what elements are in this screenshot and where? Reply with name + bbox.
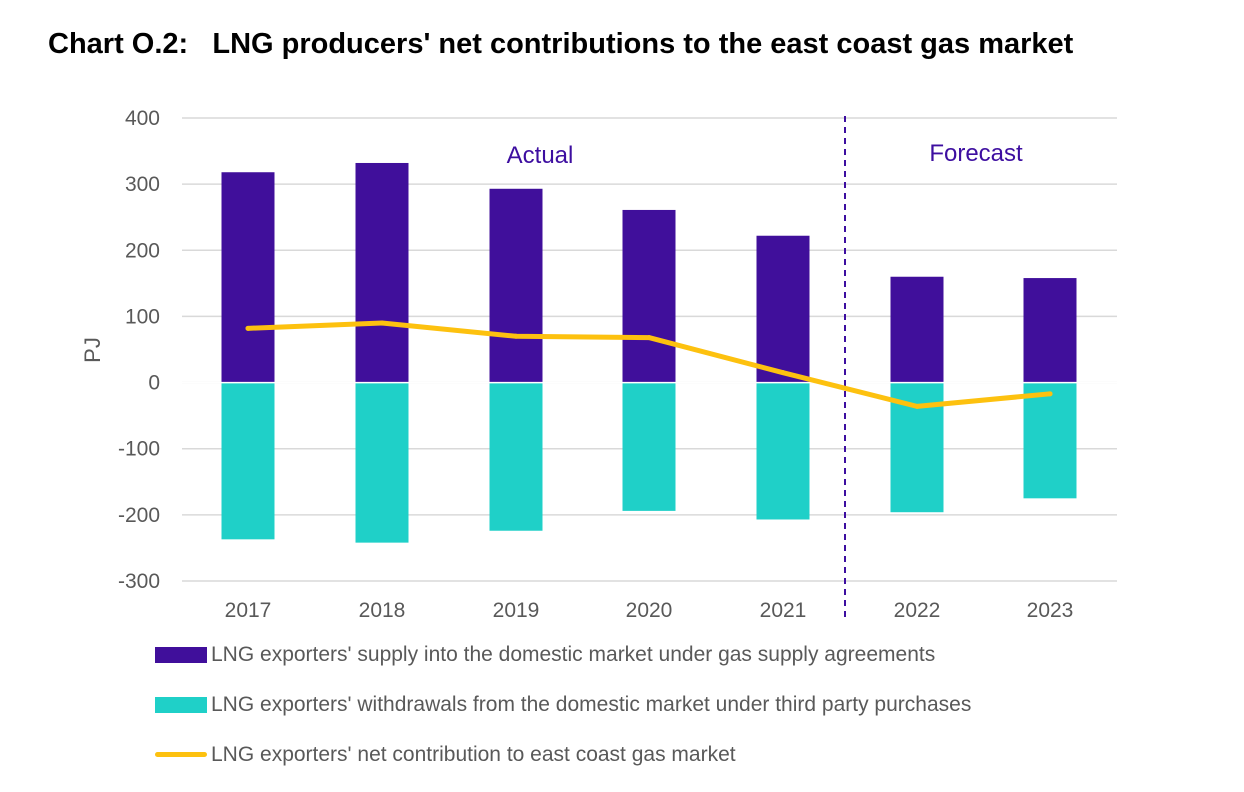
net-contribution-point [379,320,385,326]
x-tick-label: 2023 [1027,599,1074,622]
bar-withdrawals [221,382,275,540]
bar-supply [489,188,543,383]
y-axis-title: PJ [80,337,105,363]
legend-swatch-supply [155,646,207,663]
legend-item-net: LNG exporters' net contribution to east … [155,742,971,767]
y-tick-label: 0 [148,372,160,395]
bar-supply [622,209,676,383]
legend-item-withdrawals: LNG exporters' withdrawals from the dome… [155,692,971,717]
x-tick-label: 2020 [626,599,673,622]
bar-supply [756,235,810,383]
net-contribution-point [245,325,251,331]
net-contribution-line [245,320,1053,409]
net-contribution-point [646,335,652,341]
bar-withdrawals [622,382,676,511]
legend-label-withdrawals: LNG exporters' withdrawals from the dome… [211,692,972,716]
net-contribution-point [780,370,786,376]
bar-supply [355,162,409,383]
bar-supply [890,276,944,383]
y-tick-label: 200 [125,239,160,262]
x-tick-label: 2017 [225,599,272,622]
bar-supply [1023,278,1077,383]
legend-label-net: LNG exporters' net contribution to east … [211,742,736,766]
bar-withdrawals [1023,382,1077,499]
y-tick-label: -200 [118,504,160,527]
y-tick-label: -300 [118,570,160,593]
net-contribution-point [1047,391,1053,397]
net-contribution-point [914,403,920,409]
forecast-label: Forecast [929,140,1023,167]
net-contribution-point [513,333,519,339]
bar-supply [221,172,275,383]
legend-label-supply: LNG exporters' supply into the domestic … [211,642,936,666]
y-tick-label: -100 [118,438,160,461]
y-tick-label: 300 [125,173,160,196]
chart-title: Chart O.2: LNG producers' net contributi… [48,28,1074,60]
bar-withdrawals [489,382,543,531]
y-tick-label: 100 [125,305,160,328]
bars [182,162,1117,543]
x-tick-label: 2019 [493,599,540,622]
actual-label: Actual [507,142,574,169]
legend: LNG exporters' supply into the domestic … [155,642,971,792]
legend-swatch-net [155,752,207,757]
bar-withdrawals [756,382,810,520]
x-axis-ticks: 2017 2018 2019 2020 2021 2022 2023 [225,599,1074,622]
x-tick-label: 2022 [894,599,941,622]
bar-withdrawals [355,382,409,543]
x-tick-label: 2018 [359,599,406,622]
x-tick-label: 2021 [760,599,807,622]
y-axis-ticks: 400 300 200 100 0 -100 -200 -300 [118,107,160,593]
legend-swatch-withdrawals [155,696,207,713]
y-tick-label: 400 [125,107,160,130]
legend-item-supply: LNG exporters' supply into the domestic … [155,642,971,667]
